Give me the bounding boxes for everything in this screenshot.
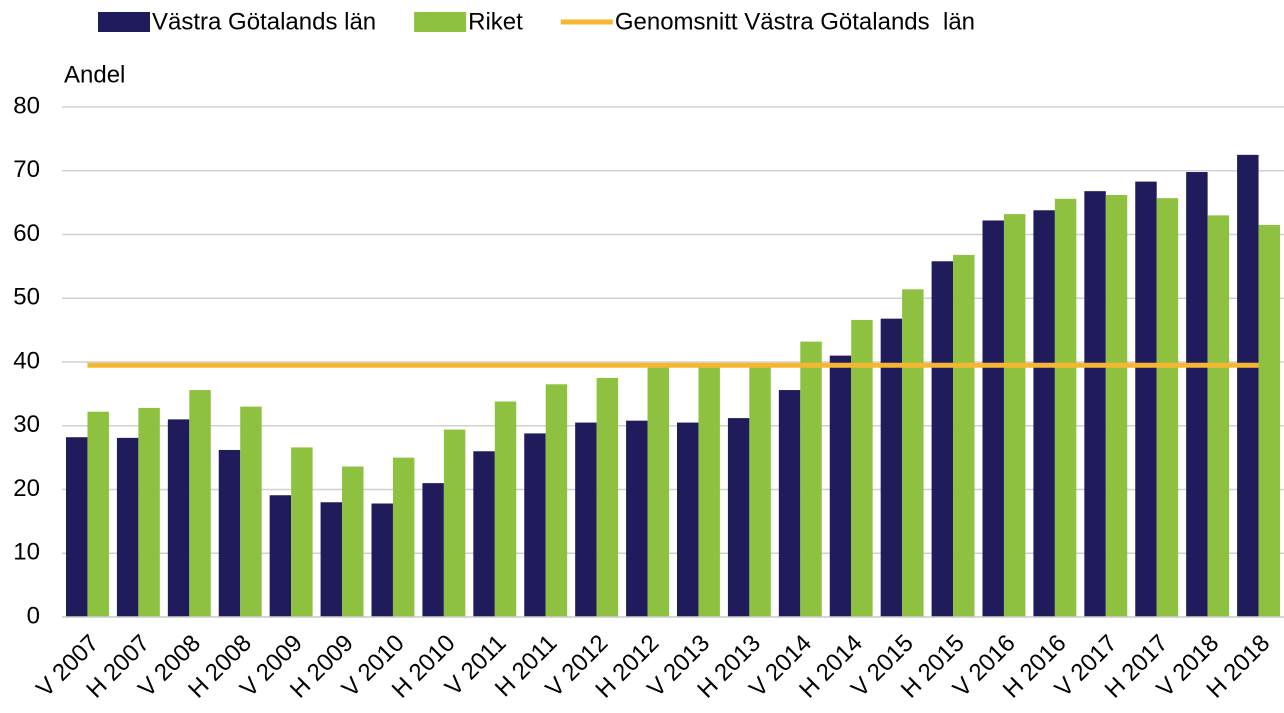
bar [749,365,771,617]
y-tick-label: 70 [13,156,40,183]
bar [626,420,648,617]
y-tick-label: 10 [13,539,40,566]
bar [829,355,852,617]
bar [902,289,924,617]
bar [116,437,139,617]
y-axis-label: Andel [64,61,125,88]
bar [1084,191,1106,617]
bar [1135,181,1157,617]
y-tick-label: 50 [13,284,40,311]
legend-swatch [414,12,467,32]
bar [800,341,822,617]
bar [443,429,466,617]
y-tick-label: 0 [27,602,40,629]
bar [1207,215,1230,617]
bar [1105,194,1128,617]
bar [851,319,873,617]
bar [240,406,262,617]
bar [1237,154,1259,617]
y-tick-label: 60 [13,220,40,247]
bar [167,419,190,617]
bar [189,390,211,617]
bar [291,447,313,617]
bar [320,502,343,617]
bar [880,318,903,617]
y-tick-label: 80 [13,92,40,119]
bar [647,365,669,617]
y-tick-label: 40 [13,347,40,374]
bar [698,365,720,617]
bar [1033,210,1055,617]
bar [1003,214,1026,617]
bar [677,422,699,617]
bar [66,437,88,617]
legend-swatch [98,12,150,32]
bar [524,433,546,617]
bar [494,401,517,617]
bar [1258,224,1280,617]
bar [218,449,241,617]
bar [727,418,750,617]
bar [596,377,619,617]
legend-label: Västra Götalands län [152,8,376,35]
bar [422,483,444,617]
bar [982,220,1004,617]
bar [931,261,954,617]
bar [778,390,801,617]
bar [953,254,975,617]
y-tick-label: 30 [13,411,40,438]
bar [392,457,415,617]
bar [1156,198,1179,617]
bar [1186,172,1208,617]
y-tick-label: 20 [13,475,40,502]
bar [1054,198,1077,618]
legend-label: Genomsnitt Västra Götalands län [615,8,975,35]
legend-label: Riket [468,8,523,35]
bar [371,503,393,617]
bar [269,495,292,617]
bar [575,422,597,617]
bar [342,466,364,617]
bar [473,451,495,617]
bar [138,407,160,617]
bar [545,384,568,617]
bar [87,411,109,617]
